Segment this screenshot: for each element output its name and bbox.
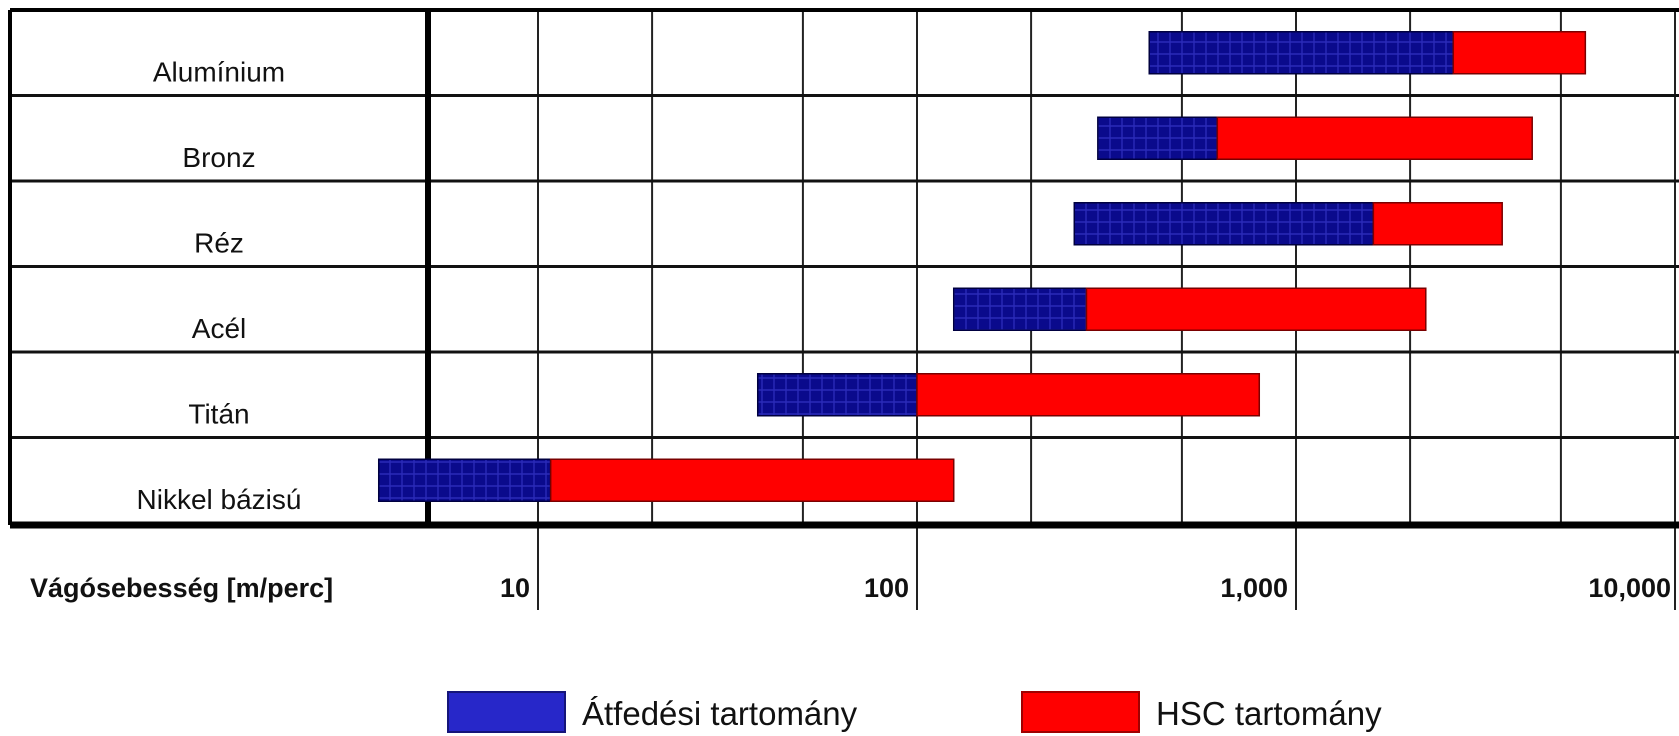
- chart-frame: [8, 8, 1679, 529]
- legend: Átfedési tartomány HSC tartomány: [447, 691, 1382, 733]
- bar-overlap-range: [1148, 31, 1455, 75]
- legend-swatch-hsc: [1021, 691, 1140, 733]
- bar-overlap-range: [952, 287, 1088, 331]
- x-axis-label: Vágósebesség [m/perc]: [30, 573, 333, 603]
- legend-swatch-overlap: [447, 691, 566, 733]
- category-label: Alumínium: [153, 57, 285, 88]
- category-label: Nikkel bázisú: [137, 484, 302, 515]
- bar-hsc-range: [549, 458, 955, 502]
- bar-hsc-range: [1216, 116, 1533, 160]
- legend-label-overlap: Átfedési tartomány: [582, 695, 858, 732]
- category-labels: Alumínium Bronz Réz Acél Titán Nikkel bázisú: [137, 57, 302, 516]
- bar-overlap-range: [1073, 202, 1375, 246]
- x-tick-labels: 10 100 1,000 10,000: [500, 573, 1671, 603]
- legend-label-hsc: HSC tartomány: [1156, 695, 1382, 732]
- x-tick-label: 1,000: [1220, 573, 1288, 603]
- bar-hsc-range: [1372, 202, 1503, 246]
- bar-overlap-range: [756, 373, 918, 417]
- x-tick-label: 100: [864, 573, 909, 603]
- bars: [377, 31, 1587, 502]
- bar-overlap-range: [377, 458, 552, 502]
- bar-hsc-range: [1085, 287, 1427, 331]
- bar-overlap-range: [1097, 116, 1219, 160]
- category-label: Acél: [192, 313, 246, 344]
- x-tick-label: 10,000: [1588, 573, 1671, 603]
- category-label: Réz: [194, 228, 244, 259]
- bar-hsc-range: [1452, 31, 1587, 75]
- category-label: Titán: [188, 399, 249, 430]
- category-label: Bronz: [182, 142, 255, 173]
- x-tick-label: 10: [500, 573, 530, 603]
- bar-hsc-range: [916, 373, 1261, 417]
